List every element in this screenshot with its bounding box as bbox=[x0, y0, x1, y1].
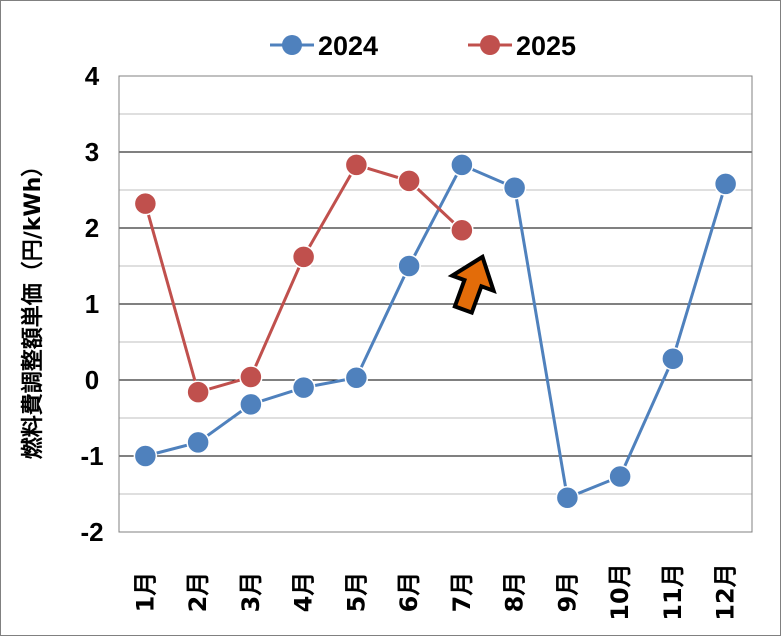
legend-label-2024: 2024 bbox=[318, 31, 378, 61]
y-tick-label: 0 bbox=[85, 365, 99, 395]
x-tick-label: 6月 bbox=[395, 572, 423, 613]
x-tick-label: 12月 bbox=[712, 563, 740, 620]
data-point-2024 bbox=[555, 486, 580, 510]
gridlines bbox=[119, 75, 752, 533]
data-point-2025 bbox=[291, 245, 316, 269]
x-tick-label: 10月 bbox=[606, 563, 634, 620]
data-point-2024 bbox=[502, 175, 527, 200]
y-tick-label: 3 bbox=[85, 137, 99, 167]
data-point-2025 bbox=[397, 169, 421, 193]
data-point-2024 bbox=[397, 254, 421, 278]
plot-area bbox=[118, 75, 753, 533]
x-tick-label: 7月 bbox=[448, 572, 476, 613]
data-point-2025 bbox=[450, 218, 474, 243]
series-layer bbox=[133, 153, 738, 510]
up-arrow-icon bbox=[447, 253, 497, 316]
data-point-2024 bbox=[291, 375, 316, 400]
series-line-2025 bbox=[143, 163, 463, 395]
y-tick-label: -1 bbox=[80, 441, 103, 471]
data-point-2024 bbox=[713, 172, 738, 196]
arrow-shape bbox=[447, 253, 497, 316]
y-tick-label: 4 bbox=[85, 61, 100, 91]
x-tick-label: 4月 bbox=[290, 572, 318, 613]
series-2024 bbox=[133, 153, 738, 510]
data-point-2025 bbox=[133, 191, 158, 216]
series-2025 bbox=[133, 153, 474, 404]
data-point-2024 bbox=[186, 430, 210, 455]
y-tick-label: -2 bbox=[80, 517, 103, 547]
data-point-2024 bbox=[344, 365, 369, 390]
data-point-2024 bbox=[661, 346, 685, 371]
data-point-2024 bbox=[133, 444, 158, 468]
data-point-2025 bbox=[239, 365, 263, 389]
x-tick-label: 9月 bbox=[553, 572, 581, 613]
x-tick-label: 11月 bbox=[659, 563, 687, 620]
legend-marker-2024 bbox=[282, 35, 302, 55]
x-tick-label: 1月 bbox=[131, 572, 159, 613]
x-tick-label: 5月 bbox=[342, 572, 370, 613]
y-tick-label: 2 bbox=[85, 213, 99, 243]
x-tick-label: 8月 bbox=[501, 572, 529, 613]
data-point-2024 bbox=[239, 392, 263, 417]
y-axis-ticks: 4 3 2 1 0 -1 -2 bbox=[80, 61, 103, 547]
legend: 2024 2025 bbox=[270, 31, 576, 61]
y-axis-label: 燃料費調整額単価（円/kWh） bbox=[20, 155, 46, 460]
series-line-2024 bbox=[144, 162, 728, 500]
data-point-2025 bbox=[186, 380, 210, 404]
legend-marker-2025 bbox=[480, 35, 500, 55]
x-tick-label: 2月 bbox=[184, 572, 212, 613]
x-axis-ticks: 1月 2月 3月 4月 5月 6月 7月 8月 9月 10月 11月 12月 bbox=[131, 563, 739, 620]
y-tick-label: 1 bbox=[85, 289, 99, 319]
data-point-2024 bbox=[450, 153, 474, 177]
legend-label-2025: 2025 bbox=[516, 31, 576, 61]
data-point-2024 bbox=[608, 464, 632, 489]
x-tick-label: 3月 bbox=[237, 572, 265, 613]
data-point-2025 bbox=[344, 153, 369, 177]
